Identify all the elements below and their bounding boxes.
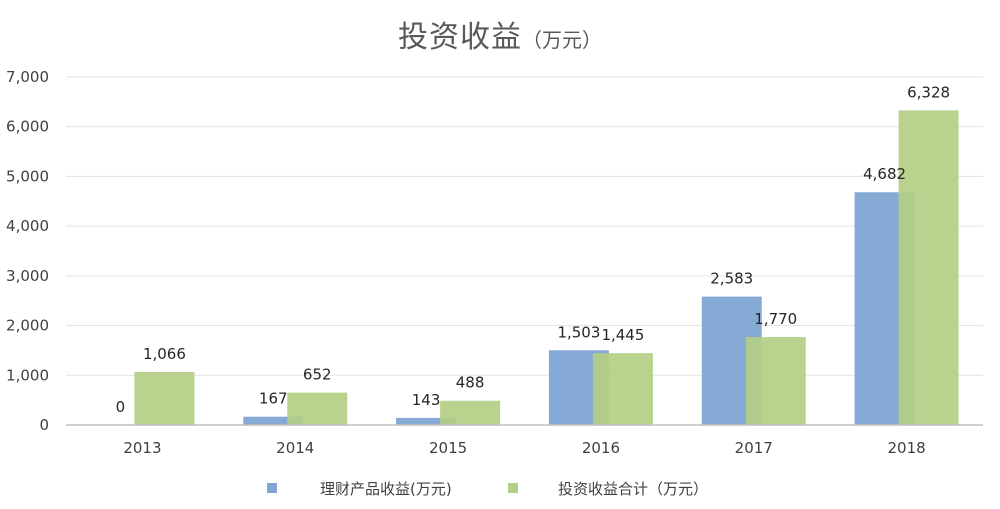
data-label: 167 [259, 390, 288, 408]
x-tick-label: 2017 [735, 439, 773, 457]
chart-title-main: 投资收益 [398, 20, 522, 55]
data-label: 652 [303, 366, 332, 384]
chart-title-unit: （万元） [522, 28, 602, 52]
bar-total-investment [440, 400, 501, 425]
y-tick-label: 5,000 [6, 167, 49, 185]
data-label: 143 [412, 391, 441, 409]
x-tick-label: 2015 [429, 439, 467, 457]
y-tick-label: 4,000 [6, 217, 49, 235]
x-tick-label: 2016 [582, 439, 620, 457]
y-tick-label: 3,000 [6, 267, 49, 285]
bar-total-investment [134, 372, 195, 425]
bar-total-investment [745, 337, 806, 425]
y-tick-label: 2,000 [6, 317, 49, 335]
data-label: 1,503 [557, 323, 600, 341]
legend-swatch [508, 483, 518, 493]
bar-total-investment [287, 392, 348, 425]
x-tick-label: 2014 [276, 439, 314, 457]
bar-wealth-product [243, 416, 304, 425]
legend-swatch [267, 483, 277, 493]
bar-total-investment [592, 353, 653, 425]
y-tick-label: 0 [39, 416, 49, 434]
bar-wealth-product [396, 417, 457, 425]
data-label: 488 [456, 374, 485, 392]
legend-label: 投资收益合计（万元） [558, 480, 708, 498]
y-tick-label: 1,000 [6, 366, 49, 384]
data-label: 6,328 [907, 83, 950, 101]
data-label: 1,445 [601, 326, 644, 344]
bar-total-investment [898, 110, 959, 426]
y-tick-label: 6,000 [6, 118, 49, 136]
data-label: 1,770 [754, 310, 797, 328]
chart-title: 投资收益（万元） [0, 12, 1000, 56]
y-tick-label: 7,000 [6, 68, 49, 86]
data-label: 2,583 [710, 270, 753, 288]
data-label: 0 [116, 398, 126, 416]
x-tick-label: 2018 [887, 439, 925, 457]
legend-label: 理财产品收益(万元) [320, 480, 452, 498]
x-tick-label: 2013 [123, 439, 161, 457]
data-label: 4,682 [863, 165, 906, 183]
data-label: 1,066 [143, 345, 186, 363]
